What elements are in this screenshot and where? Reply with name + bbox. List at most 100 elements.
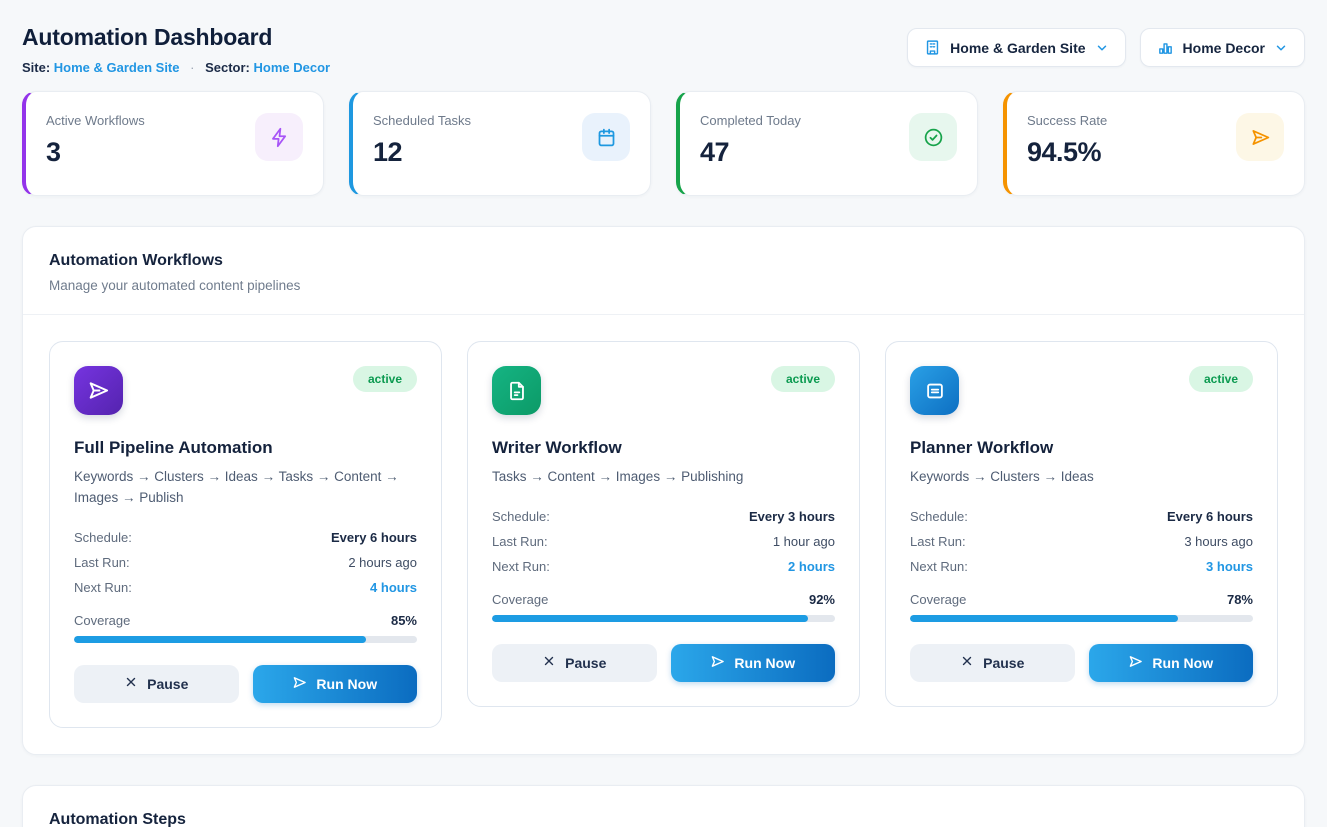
sector-label: Sector: (205, 60, 250, 75)
coverage-block: Coverage 85% (74, 613, 417, 643)
coverage-progress-fill (492, 614, 808, 622)
schedule-label: Schedule: (74, 529, 132, 545)
breadcrumb: Site: Home & Garden Site · Sector: Home … (22, 60, 330, 75)
stat-card-scheduled-tasks: Scheduled Tasks 12 (349, 91, 651, 196)
stat-value: 3 (46, 137, 61, 167)
bar-chart-icon (1157, 39, 1174, 56)
workflow-card-top: active (910, 366, 1253, 415)
workflow-title: Full Pipeline Automation (74, 438, 273, 457)
lightning-icon (255, 113, 303, 161)
stat-card-completed-today: Completed Today 47 (676, 91, 978, 196)
stat-value: 94.5% (1027, 137, 1102, 167)
pause-button[interactable]: Pause (492, 643, 657, 682)
last-run-value: 2 hours ago (348, 554, 417, 570)
site-selector-dropdown[interactable]: Home & Garden Site (907, 28, 1126, 67)
last-run-value: 3 hours ago (1184, 533, 1253, 549)
sector-selector-label: Home Decor (1182, 39, 1265, 56)
pause-button[interactable]: Pause (910, 643, 1075, 682)
run-now-label: Run Now (316, 675, 378, 692)
workflow-title: Planner Workflow (910, 438, 1054, 457)
x-icon (960, 654, 974, 671)
workflow-actions: Pause Run Now (74, 664, 417, 703)
stat-label: Scheduled Tasks (373, 113, 472, 128)
workflow-actions: Pause Run Now (492, 643, 835, 682)
coverage-progress-fill (910, 614, 1178, 622)
status-badge: active (352, 366, 417, 392)
steps-section-title: Automation Steps (49, 810, 186, 827)
schedule-value: Every 6 hours (1167, 508, 1253, 524)
coverage-value: 92% (808, 591, 835, 607)
schedule-value: Every 6 hours (331, 529, 417, 545)
next-run-label: Next Run: (910, 558, 968, 574)
next-run-value: 4 hours (370, 579, 417, 595)
schedule-row: Schedule: Every 6 hours (910, 504, 1253, 529)
stat-value: 47 (700, 137, 730, 167)
next-run-row: Next Run: 3 hours (910, 554, 1253, 579)
last-run-value: 1 hour ago (772, 533, 835, 549)
workflow-cards-grid: active Full Pipeline Automation Keywords… (23, 315, 1304, 754)
coverage-label: Coverage (910, 591, 967, 607)
page-header: Automation Dashboard Site: Home & Garden… (22, 24, 1305, 75)
pause-button[interactable]: Pause (74, 664, 239, 703)
page-title: Automation Dashboard (22, 24, 273, 50)
workflow-card-top: active (74, 366, 417, 415)
coverage-progress-track (74, 635, 417, 643)
run-now-label: Run Now (1152, 654, 1214, 671)
status-badge: active (1188, 366, 1253, 392)
send-icon (1128, 654, 1143, 672)
coverage-block: Coverage 92% (492, 592, 835, 622)
run-now-label: Run Now (734, 654, 796, 671)
stat-label: Completed Today (700, 113, 801, 128)
schedule-label: Schedule: (910, 508, 968, 524)
send-icon (710, 654, 725, 672)
send-icon (292, 675, 307, 693)
schedule-label: Schedule: (492, 508, 550, 524)
run-now-button[interactable]: Run Now (1088, 643, 1253, 682)
stat-label: Active Workflows (46, 113, 145, 128)
last-run-label: Last Run: (492, 533, 548, 549)
workflow-details: Schedule: Every 3 hours Last Run: 1 hour… (492, 504, 835, 579)
chevron-down-icon (1095, 41, 1109, 55)
sector-selector-dropdown[interactable]: Home Decor (1139, 28, 1305, 67)
stats-row: Active Workflows 3 Scheduled Tasks 12 Co… (22, 91, 1305, 196)
site-selector-label: Home & Garden Site (950, 39, 1086, 56)
send-icon (1236, 113, 1284, 161)
stat-label: Success Rate (1027, 113, 1108, 128)
last-run-row: Last Run: 1 hour ago (492, 529, 835, 554)
send-icon (74, 366, 123, 415)
automation-workflows-section: Automation Workflows Manage your automat… (22, 226, 1305, 755)
run-now-button[interactable]: Run Now (252, 664, 417, 703)
coverage-label: Coverage (74, 612, 131, 628)
workflow-card-writer: active Writer Workflow Tasks → Content →… (467, 341, 860, 707)
schedule-row: Schedule: Every 6 hours (74, 525, 417, 550)
header-selectors: Home & Garden Site Home Decor (907, 28, 1305, 67)
next-run-label: Next Run: (74, 579, 132, 595)
building-icon (924, 39, 941, 56)
next-run-value: 3 hours (1206, 558, 1253, 574)
workflow-actions: Pause Run Now (910, 643, 1253, 682)
run-now-button[interactable]: Run Now (670, 643, 835, 682)
workflow-card-top: active (492, 366, 835, 415)
next-run-row: Next Run: 2 hours (492, 554, 835, 579)
workflows-section-title: Automation Workflows (49, 252, 223, 269)
workflow-pipeline: Keywords → Clusters → Ideas (910, 469, 1094, 484)
pause-label: Pause (147, 675, 189, 692)
sector-link[interactable]: Home Decor (253, 60, 331, 75)
workflows-section-header: Automation Workflows Manage your automat… (23, 227, 1304, 315)
list-icon (910, 366, 959, 415)
last-run-label: Last Run: (74, 554, 130, 570)
coverage-block: Coverage 78% (910, 592, 1253, 622)
last-run-row: Last Run: 2 hours ago (74, 550, 417, 575)
file-icon (492, 366, 541, 415)
automation-steps-section: Automation Steps Configure which steps a… (22, 784, 1305, 827)
header-left: Automation Dashboard Site: Home & Garden… (22, 24, 330, 75)
chevron-down-icon (1274, 41, 1288, 55)
schedule-row: Schedule: Every 3 hours (492, 504, 835, 529)
x-icon (124, 675, 138, 692)
coverage-value: 85% (390, 612, 417, 628)
site-link[interactable]: Home & Garden Site (53, 60, 180, 75)
coverage-progress-fill (74, 635, 366, 643)
coverage-label: Coverage (492, 591, 549, 607)
calendar-icon (582, 113, 630, 161)
